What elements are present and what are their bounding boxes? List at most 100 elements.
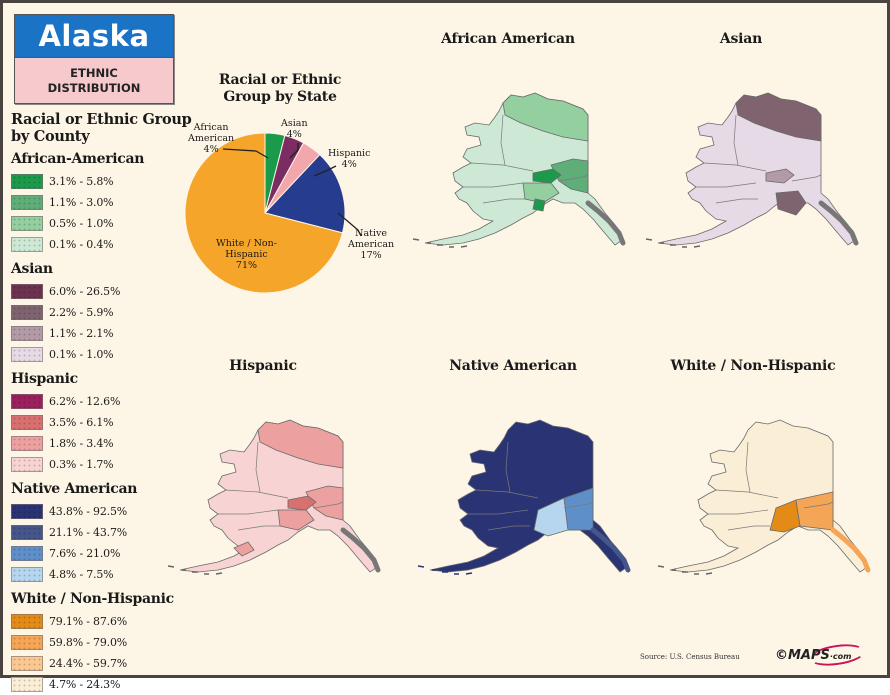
legend-range-label: 1.1% - 3.0% xyxy=(49,196,114,209)
region xyxy=(533,497,569,537)
legend-swatch xyxy=(11,347,43,362)
legend-item: 1.1% - 3.0% xyxy=(11,192,196,213)
county-border xyxy=(463,182,524,188)
legend-group-title: Asian xyxy=(11,261,53,277)
leader-line xyxy=(289,143,299,159)
legend-group-title: Native American xyxy=(11,481,138,497)
legend-group-title: African-American xyxy=(11,151,145,167)
pie-label-hispanic: Hispanic 4% xyxy=(328,148,371,170)
county-border xyxy=(218,509,279,515)
legend-heading: Racial or Ethnic Group by County xyxy=(11,111,196,145)
region xyxy=(735,92,822,142)
alaska-map xyxy=(167,419,381,575)
map-title: Native American xyxy=(449,358,577,374)
region xyxy=(532,168,562,184)
legend-swatch xyxy=(11,677,43,692)
county-border xyxy=(475,489,539,499)
subtitle-line-1: ETHNIC xyxy=(70,66,118,80)
pie-label-white: White / Non- Hispanic 71% xyxy=(216,238,277,271)
legend-item: 2.2% - 5.9% xyxy=(11,302,196,323)
pie-slice xyxy=(264,153,346,234)
region xyxy=(287,495,317,511)
region xyxy=(532,198,546,212)
map-title: White / Non-Hispanic xyxy=(670,358,836,374)
legend-range-label: 1.8% - 3.4% xyxy=(49,437,114,450)
aleutian-islands xyxy=(412,238,468,248)
pie-slice xyxy=(184,132,344,294)
county-border xyxy=(468,509,529,515)
legend-range-label: 21.1% - 43.7% xyxy=(49,526,127,539)
legend-range-label: 0.3% - 1.7% xyxy=(49,458,114,471)
region xyxy=(769,499,801,533)
region xyxy=(775,190,807,216)
county-border xyxy=(791,174,822,182)
aleutian-islands xyxy=(645,238,701,248)
title-banner: Alaska ETHNIC DISTRIBUTION xyxy=(14,14,174,104)
aleutian-islands xyxy=(417,565,473,575)
region xyxy=(233,541,255,557)
legend-range-label: 0.1% - 0.4% xyxy=(49,238,114,251)
legend-item: 43.8% - 92.5% xyxy=(11,501,196,522)
legend-range-label: 2.2% - 5.9% xyxy=(49,306,114,319)
pie-chart-svg xyxy=(184,132,362,294)
southeast-panhandle xyxy=(340,527,381,573)
county-border xyxy=(715,489,779,499)
legend-swatch xyxy=(11,457,43,472)
county-border xyxy=(727,525,770,531)
region xyxy=(502,92,589,142)
pie-title: Racial or Ethnic Group by State xyxy=(185,72,375,106)
pie-label-african-american: African American 4% xyxy=(188,122,235,155)
map-native-american: Native American xyxy=(388,358,638,588)
subtitle: ETHNIC DISTRIBUTION xyxy=(15,57,173,103)
legend-range-label: 0.1% - 1.0% xyxy=(49,348,114,361)
legend-range-label: 7.6% - 21.0% xyxy=(49,547,121,560)
region xyxy=(765,168,795,184)
state-pie-chart: African American 4% Asian 4% Hispanic 4%… xyxy=(178,118,394,298)
legend-range-label: 59.8% - 79.0% xyxy=(49,636,127,649)
county-border xyxy=(505,441,511,493)
county-border xyxy=(696,182,757,188)
county-border xyxy=(500,114,506,166)
southeast-panhandle xyxy=(830,527,871,573)
legend-range-label: 43.8% - 92.5% xyxy=(49,505,127,518)
legend-item: 0.1% - 1.0% xyxy=(11,344,196,365)
legend-item: 4.7% - 24.3% xyxy=(11,674,196,695)
county-border xyxy=(313,501,344,509)
county-border xyxy=(558,174,589,182)
county-border xyxy=(733,114,739,166)
alaska-map xyxy=(412,92,626,248)
map-title: Hispanic xyxy=(229,358,297,374)
legend-swatch xyxy=(11,237,43,252)
legend-item: 0.3% - 1.7% xyxy=(11,454,196,475)
alaska-map xyxy=(657,419,871,575)
southeast-panhandle xyxy=(585,200,626,246)
county-border xyxy=(487,525,530,531)
subtitle-line-2: DISTRIBUTION xyxy=(47,81,141,95)
legend-range-label: 4.8% - 7.5% xyxy=(49,568,114,581)
legend-heading-line-1: Racial or Ethnic Group xyxy=(11,111,192,128)
legend-range-label: 3.1% - 5.8% xyxy=(49,175,114,188)
legend-swatch xyxy=(11,305,43,320)
legend-swatch xyxy=(11,567,43,582)
southeast-panhandle xyxy=(818,200,859,246)
legend-item: 3.1% - 5.8% xyxy=(11,171,196,192)
county-border xyxy=(563,501,594,509)
county-border xyxy=(255,441,261,493)
legend-range-label: 0.5% - 1.0% xyxy=(49,217,114,230)
legend-group-title: White / Non-Hispanic xyxy=(11,591,174,607)
legend-swatch xyxy=(11,326,43,341)
region xyxy=(522,182,560,204)
legend-item: 6.2% - 12.6% xyxy=(11,391,196,412)
county-border xyxy=(470,162,534,172)
legend-swatch xyxy=(11,656,43,671)
county-border xyxy=(745,441,751,493)
legend-swatch xyxy=(11,525,43,540)
maps-com-logo: ©MAPS·com xyxy=(775,648,852,663)
county-border xyxy=(708,509,769,515)
map-asian: Asian xyxy=(616,31,866,261)
legend-range-label: 6.0% - 26.5% xyxy=(49,285,121,298)
legend-group-title: Hispanic xyxy=(11,371,78,387)
legend-item: 0.1% - 0.4% xyxy=(11,234,196,255)
legend-swatch xyxy=(11,415,43,430)
legend-item: 1.1% - 2.1% xyxy=(11,323,196,344)
